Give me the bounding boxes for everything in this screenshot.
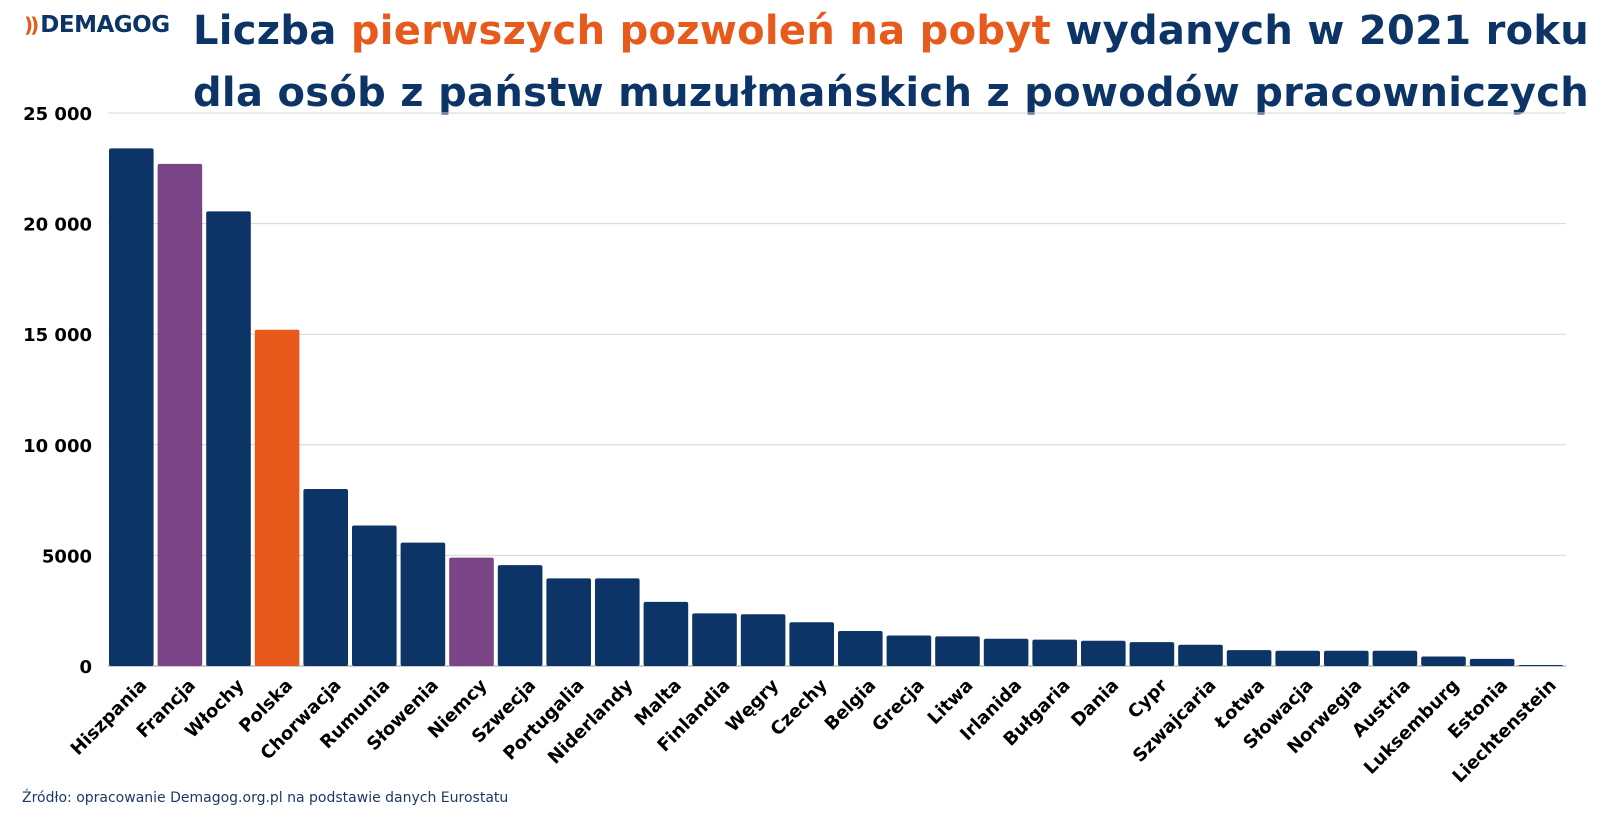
bar-finlandia bbox=[692, 613, 737, 666]
bar-szwajcaria bbox=[1178, 644, 1223, 666]
title-line-1: Liczba pierwszych pozwoleń na pobyt wyda… bbox=[193, 0, 1593, 62]
bar-portugalia bbox=[546, 578, 591, 666]
title-part-2: wydanych w 2021 roku bbox=[1051, 8, 1590, 54]
title-accent: pierwszych pozwoleń na pobyt bbox=[350, 8, 1052, 54]
x-tick-label: Dania bbox=[1067, 675, 1123, 731]
x-tick-label: Niderlandy bbox=[544, 675, 637, 768]
logo-text: DEMAGOG bbox=[40, 12, 170, 38]
bar-grecja bbox=[886, 635, 932, 666]
bar-irlanida bbox=[983, 638, 1029, 666]
y-tick-label: 5000 bbox=[42, 546, 92, 567]
bar-hiszpania bbox=[109, 148, 154, 667]
bar-dania bbox=[1081, 640, 1126, 666]
x-axis-labels: HiszpaniaFrancjaWłochyPolskaChorwacjaRum… bbox=[67, 675, 1561, 787]
x-tick-label: Grecja bbox=[868, 675, 929, 736]
title-line-2: dla osób z państw muzułmańskich z powodó… bbox=[193, 70, 1590, 116]
logo-mark-icon: )) bbox=[24, 13, 39, 37]
y-tick-label: 10 000 bbox=[23, 436, 92, 457]
bar-czechy bbox=[789, 622, 834, 666]
bar-litwa bbox=[935, 636, 980, 666]
bar-bułgaria bbox=[1032, 639, 1077, 666]
demagog-logo: )) DEMAGOG bbox=[24, 12, 170, 38]
bar-węgry bbox=[740, 614, 786, 666]
bar-łotwa bbox=[1226, 650, 1272, 666]
title-part-1: Liczba bbox=[193, 8, 351, 54]
bar-słowenia bbox=[400, 542, 446, 666]
bar-chorwacja bbox=[303, 489, 348, 666]
y-tick-label: 15 000 bbox=[23, 325, 92, 346]
y-tick-label: 20 000 bbox=[23, 215, 92, 236]
bar-norwegia bbox=[1324, 650, 1369, 666]
bar-luksemburg bbox=[1421, 656, 1466, 666]
bar-liechtenstein bbox=[1518, 665, 1563, 666]
bar-słowacja bbox=[1275, 650, 1320, 666]
bar-cypr bbox=[1129, 642, 1175, 666]
bar-rumunia bbox=[352, 525, 397, 666]
bar-szwecja bbox=[497, 565, 543, 666]
bar-polska bbox=[254, 329, 300, 666]
y-tick-label: 0 bbox=[79, 657, 92, 678]
chart-title: Liczba pierwszych pozwoleń na pobyt wyda… bbox=[193, 0, 1593, 124]
y-tick-label: 25 000 bbox=[23, 104, 92, 125]
x-tick-label: Belgia bbox=[821, 675, 881, 735]
bars bbox=[109, 148, 1563, 667]
source-note: Źródło: opracowanie Demagog.org.pl na po… bbox=[22, 790, 509, 806]
bar-włochy bbox=[206, 211, 251, 666]
bar-francja bbox=[157, 163, 203, 666]
bar-niemcy bbox=[449, 557, 494, 666]
bar-austria bbox=[1372, 650, 1418, 666]
bar-malta bbox=[643, 601, 689, 666]
grid-lines bbox=[108, 112, 1566, 667]
bar-estonia bbox=[1469, 658, 1515, 666]
x-tick-label: Hiszpania bbox=[67, 675, 152, 760]
y-axis-ticks: 0 5000 10 000 15 000 20 000 25 000 bbox=[23, 104, 92, 678]
bar-belgia bbox=[838, 631, 883, 666]
bar-niderlandy bbox=[595, 578, 640, 666]
